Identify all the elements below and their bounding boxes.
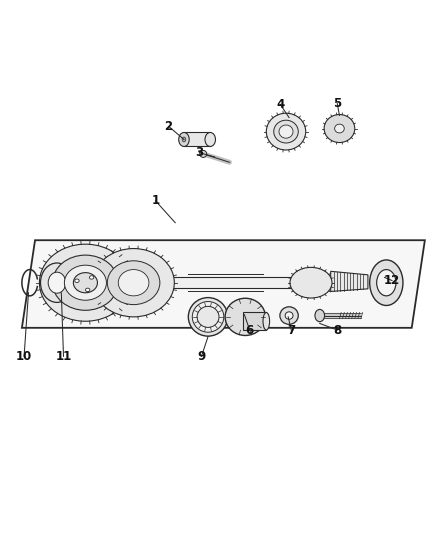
Ellipse shape: [188, 297, 228, 336]
Ellipse shape: [75, 279, 79, 282]
Ellipse shape: [266, 113, 306, 150]
Ellipse shape: [280, 307, 298, 324]
Ellipse shape: [118, 270, 149, 296]
Ellipse shape: [107, 261, 160, 304]
Text: 5: 5: [333, 97, 341, 110]
Ellipse shape: [48, 272, 66, 293]
Text: 8: 8: [333, 324, 341, 336]
Ellipse shape: [315, 310, 325, 322]
Text: 6: 6: [246, 324, 254, 336]
Ellipse shape: [182, 137, 186, 142]
Text: 2: 2: [165, 120, 173, 133]
Ellipse shape: [263, 312, 270, 330]
Ellipse shape: [64, 265, 106, 300]
Ellipse shape: [192, 302, 224, 332]
Text: 1: 1: [152, 195, 159, 207]
Ellipse shape: [335, 124, 344, 133]
Ellipse shape: [179, 133, 189, 147]
Ellipse shape: [205, 133, 215, 147]
Ellipse shape: [93, 248, 174, 317]
Ellipse shape: [324, 115, 355, 142]
Text: 4: 4: [276, 98, 284, 111]
Ellipse shape: [53, 255, 118, 310]
Polygon shape: [331, 271, 368, 292]
Text: 9: 9: [198, 350, 205, 363]
Ellipse shape: [370, 260, 403, 305]
Polygon shape: [120, 277, 333, 288]
Ellipse shape: [197, 306, 219, 327]
Polygon shape: [243, 312, 266, 330]
Polygon shape: [184, 133, 210, 147]
Ellipse shape: [39, 244, 131, 321]
Ellipse shape: [73, 273, 97, 293]
Text: 11: 11: [55, 350, 72, 363]
Text: 12: 12: [384, 274, 400, 287]
Ellipse shape: [85, 288, 90, 292]
Ellipse shape: [290, 268, 332, 298]
Ellipse shape: [89, 276, 94, 279]
Ellipse shape: [279, 125, 293, 138]
Polygon shape: [22, 240, 425, 328]
Ellipse shape: [285, 312, 293, 319]
Ellipse shape: [117, 277, 124, 288]
Ellipse shape: [40, 263, 74, 302]
Text: 10: 10: [16, 350, 32, 363]
Text: 3: 3: [195, 146, 203, 159]
Ellipse shape: [377, 270, 396, 296]
Ellipse shape: [225, 298, 265, 335]
Ellipse shape: [274, 120, 298, 143]
Text: 7: 7: [287, 324, 295, 336]
Ellipse shape: [200, 150, 207, 157]
